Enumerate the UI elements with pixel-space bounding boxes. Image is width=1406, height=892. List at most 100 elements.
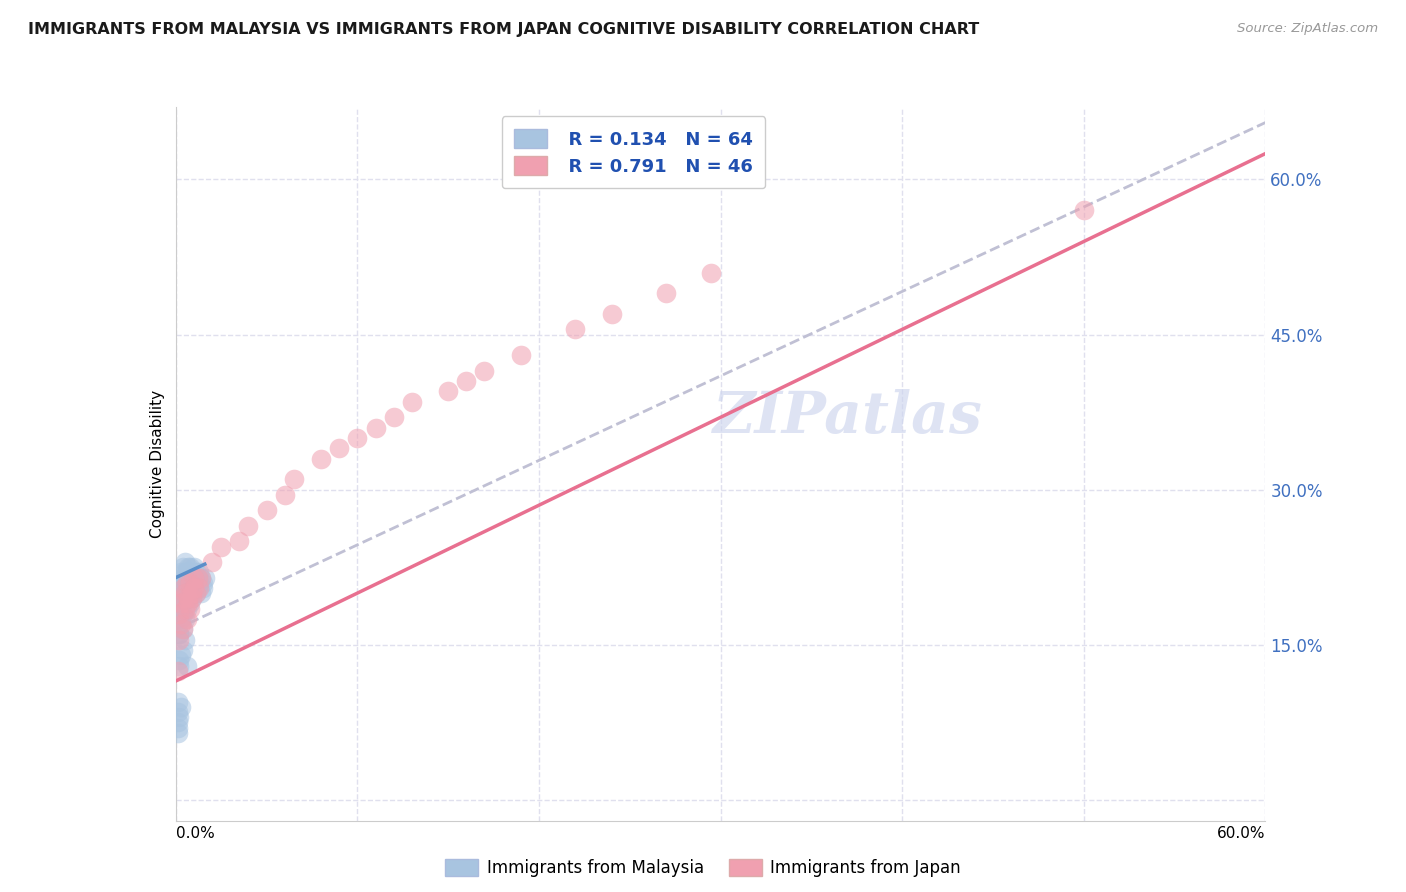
Point (176, 601, 198, 615)
Point (177, 581, 200, 595)
Y-axis label: Cognitive Disability: Cognitive Disability (149, 390, 165, 538)
Point (201, 555, 224, 569)
Point (173, 601, 195, 615)
Point (188, 581, 211, 595)
Point (166, 725, 188, 739)
Point (186, 571, 209, 585)
Point (186, 571, 209, 585)
Point (177, 575, 200, 590)
Point (170, 597, 193, 611)
Point (166, 695, 188, 709)
Point (166, 721, 188, 735)
Point (183, 581, 205, 595)
Point (179, 575, 201, 590)
Point (188, 575, 211, 590)
Point (177, 586, 200, 600)
Point (169, 612, 191, 626)
Point (474, 364, 496, 378)
Point (346, 431, 368, 445)
Point (170, 566, 193, 580)
Legend: Immigrants from Malaysia, Immigrants from Japan: Immigrants from Malaysia, Immigrants fro… (439, 852, 967, 884)
Point (509, 348, 531, 362)
Point (184, 575, 207, 590)
Point (176, 571, 198, 585)
Point (188, 566, 211, 580)
Point (176, 575, 198, 590)
Point (181, 591, 204, 606)
Point (169, 632, 191, 647)
Point (179, 571, 201, 585)
Point (176, 612, 198, 626)
Point (564, 322, 586, 336)
Point (176, 591, 198, 606)
Point (328, 442, 350, 456)
Point (194, 571, 217, 585)
Point (172, 643, 194, 657)
Point (172, 581, 194, 595)
Point (173, 612, 195, 626)
Point (173, 586, 195, 600)
Point (169, 653, 191, 667)
Point (166, 715, 188, 730)
Point (181, 591, 204, 606)
Text: 0.0%: 0.0% (176, 826, 215, 841)
Point (169, 607, 191, 621)
Text: ZIPatlas: ZIPatlas (713, 389, 983, 445)
Point (238, 519, 260, 533)
Point (179, 586, 201, 600)
Point (177, 560, 200, 574)
Point (177, 591, 200, 606)
Point (172, 571, 194, 585)
Point (170, 612, 193, 626)
Point (184, 566, 207, 580)
Point (183, 581, 205, 595)
Point (186, 581, 209, 595)
Point (1073, 203, 1095, 218)
Point (173, 575, 195, 590)
Point (169, 627, 191, 641)
Point (170, 586, 193, 600)
Point (655, 286, 678, 301)
Point (184, 586, 207, 600)
Point (170, 575, 193, 590)
Point (191, 575, 214, 590)
Point (169, 710, 191, 724)
Text: Source: ZipAtlas.com: Source: ZipAtlas.com (1237, 22, 1378, 36)
Point (172, 623, 194, 637)
Point (309, 451, 332, 466)
Point (172, 591, 194, 606)
Point (170, 699, 193, 714)
Point (228, 534, 250, 549)
Point (173, 586, 195, 600)
Point (256, 503, 278, 517)
Point (600, 307, 623, 321)
Point (166, 664, 188, 678)
Point (190, 571, 212, 585)
Point (700, 266, 723, 280)
Point (209, 540, 232, 554)
Point (190, 586, 212, 600)
Text: 60.0%: 60.0% (1218, 826, 1265, 841)
Point (173, 632, 195, 647)
Point (181, 575, 204, 590)
Point (169, 658, 191, 673)
Point (382, 410, 405, 425)
Point (364, 420, 387, 434)
Point (181, 586, 204, 600)
Point (170, 648, 193, 662)
Point (191, 581, 214, 595)
Point (172, 607, 194, 621)
Point (173, 566, 195, 580)
Point (169, 627, 191, 641)
Point (183, 571, 205, 585)
Point (437, 384, 460, 399)
Point (181, 566, 204, 580)
Point (172, 560, 194, 574)
Point (172, 623, 194, 637)
Point (456, 374, 478, 388)
Point (283, 472, 305, 486)
Point (179, 597, 201, 611)
Point (176, 566, 198, 580)
Point (177, 597, 200, 611)
Point (173, 555, 195, 569)
